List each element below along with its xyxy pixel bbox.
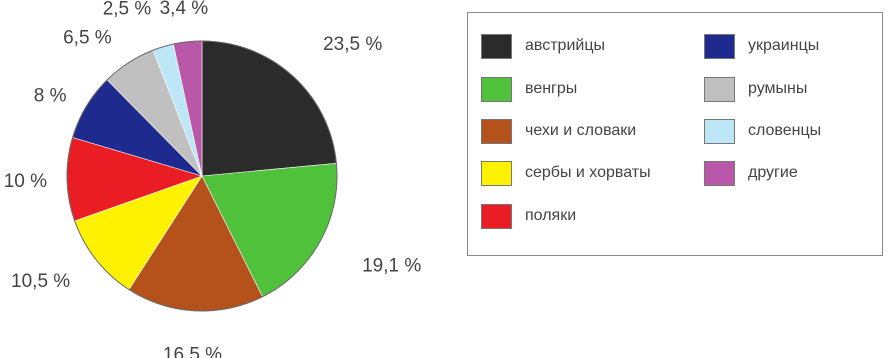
slice-value-label: 16,5 %	[163, 345, 222, 358]
legend-label: австрийцы	[525, 37, 605, 54]
legend-item-austrians: австрийцы	[481, 32, 605, 60]
legend-swatch	[704, 76, 735, 102]
legend-label: поляки	[525, 207, 577, 224]
legend-swatch	[704, 33, 735, 59]
legend-label: другие	[748, 164, 798, 181]
legend-swatch	[704, 118, 735, 144]
legend-item-ukrainians: украинцы	[704, 32, 819, 60]
legend-item-romanians: румыны	[704, 75, 807, 103]
slice-value-label: 10,5 %	[11, 271, 70, 292]
legend-item-czechs-slovaks: чехи и словаки	[481, 117, 636, 145]
legend-swatch	[481, 76, 512, 102]
legend-label: чехи и словаки	[525, 122, 637, 139]
legend-swatch	[481, 118, 512, 144]
legend-swatch	[704, 160, 735, 186]
legend-label: румыны	[748, 80, 808, 97]
legend-item-others: другие	[704, 159, 798, 187]
legend-item-serbs-croats: сербы и хорваты	[481, 159, 651, 187]
legend-swatch	[481, 33, 512, 59]
slice-value-label: 10 %	[4, 171, 47, 192]
legend-label: сербы и хорваты	[525, 164, 651, 181]
legend-item-hungarians: венгры	[481, 75, 577, 103]
pie-chart: 23,5 % 19,1 % 16,5 % 10,5 % 10 % 8 % 6,5 % 2,5 …	[4, 0, 422, 358]
legend-label: словенцы	[748, 122, 822, 139]
pie-slice	[201, 40, 337, 177]
legend-swatch	[481, 203, 512, 229]
pie-outline	[66, 40, 338, 312]
legend-label: украинцы	[748, 37, 820, 54]
legend-label: венгры	[525, 80, 578, 97]
slice-value-label: 3,4 %	[160, 0, 209, 19]
slice-value-label: 8 %	[34, 86, 67, 107]
legend-swatch	[481, 160, 512, 186]
slice-value-label: 23,5 %	[323, 34, 382, 55]
legend-item-slovenes: словенцы	[704, 117, 821, 145]
legend: австрийцы венгры чехи и словаки сербы и …	[467, 12, 883, 256]
slice-value-label: 2,5 %	[103, 0, 152, 20]
slice-value-label: 6,5 %	[63, 28, 112, 49]
slice-value-label: 19,1 %	[362, 256, 421, 277]
legend-item-poles: поляки	[481, 202, 576, 230]
